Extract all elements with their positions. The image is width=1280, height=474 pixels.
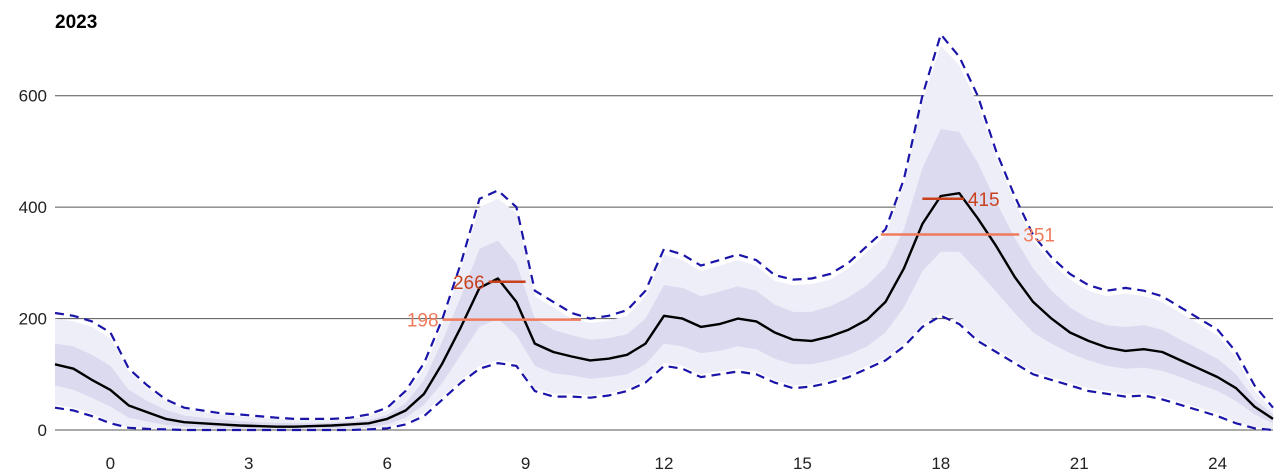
y-tick-label-400: 400 (19, 198, 47, 217)
x-tick-label-15: 15 (793, 454, 812, 473)
x-tick-label-12: 12 (655, 454, 674, 473)
annotation-label-198: 198 (407, 311, 439, 332)
x-tick-label-3: 3 (244, 454, 253, 473)
annotation-label-415: 415 (968, 190, 1000, 211)
chart-title: 2023 (55, 12, 97, 33)
series-lines (54, 32, 1274, 432)
x-tick-label-6: 6 (382, 454, 391, 473)
median-line (54, 191, 1274, 428)
y-tick-label-600: 600 (19, 87, 47, 106)
x-tick-label-24: 24 (1208, 454, 1227, 473)
annotations: 266 198 415 351 (407, 190, 1055, 332)
outer-band-area (55, 45, 1273, 430)
y-axis-ticks: 0 200 400 600 (19, 87, 47, 440)
annotation-label-266: 266 (453, 273, 485, 294)
x-axis-ticks: 0 3 6 9 12 15 18 21 24 (106, 454, 1227, 473)
y-tick-label-200: 200 (19, 310, 47, 329)
x-tick-label-9: 9 (521, 454, 530, 473)
upper-bound-dashed-line (54, 32, 1274, 420)
y-tick-label-0: 0 (38, 421, 47, 440)
band-areas (55, 45, 1273, 430)
x-tick-label-21: 21 (1070, 454, 1089, 473)
x-tick-label-18: 18 (931, 454, 950, 473)
x-tick-label-0: 0 (106, 454, 115, 473)
annotation-label-351: 351 (1023, 225, 1055, 246)
